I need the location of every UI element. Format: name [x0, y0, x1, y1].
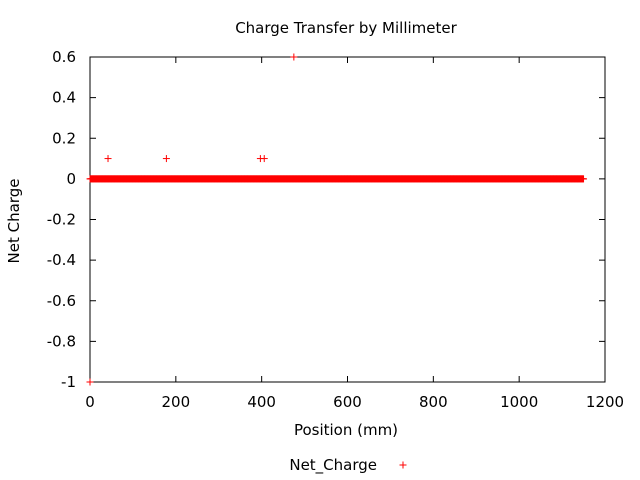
legend-marker [399, 461, 407, 469]
chart-title: Charge Transfer by Millimeter [235, 19, 457, 37]
x-tick-label: 1000 [500, 393, 538, 411]
x-tick-label: 1200 [586, 393, 624, 411]
data-point [290, 53, 298, 61]
y-tick-label: -1 [61, 373, 76, 391]
baseline-points [86, 175, 588, 183]
y-tick-label: 0.4 [52, 89, 76, 107]
data-point [104, 155, 112, 163]
plot-frame [89, 56, 606, 383]
y-tick-label: 0.6 [52, 48, 76, 66]
x-tick-label: 600 [333, 393, 362, 411]
x-axis-label: Position (mm) [294, 421, 398, 439]
data-point [86, 378, 94, 386]
legend-label: Net_Charge [289, 456, 377, 475]
y-tick-label: 0.2 [52, 129, 76, 147]
legend-symbol [399, 461, 407, 469]
y-tick-label: -0.4 [47, 251, 76, 269]
x-tick-label: 200 [162, 393, 191, 411]
y-axis-label: Net Charge [5, 179, 23, 264]
y-tick-label: -0.6 [47, 292, 76, 310]
data-point [260, 155, 268, 163]
x-tick-label: 800 [419, 393, 448, 411]
data-point [580, 175, 588, 183]
x-axis-ticks: 0 200 400 600 800 1000 1200 [85, 57, 624, 411]
data-point [162, 155, 170, 163]
y-tick-label: -0.8 [47, 332, 76, 350]
y-axis-ticks: 0.6 0.4 0.2 0 -0.2 -0.4 -0.6 -0.8 -1 [47, 48, 605, 391]
data-marks [86, 53, 588, 386]
x-tick-label: 400 [247, 393, 276, 411]
y-tick-label: 0 [66, 170, 76, 188]
x-tick-label: 0 [85, 393, 95, 411]
y-tick-label: -0.2 [47, 211, 76, 229]
legend: Net_Charge [289, 456, 407, 475]
